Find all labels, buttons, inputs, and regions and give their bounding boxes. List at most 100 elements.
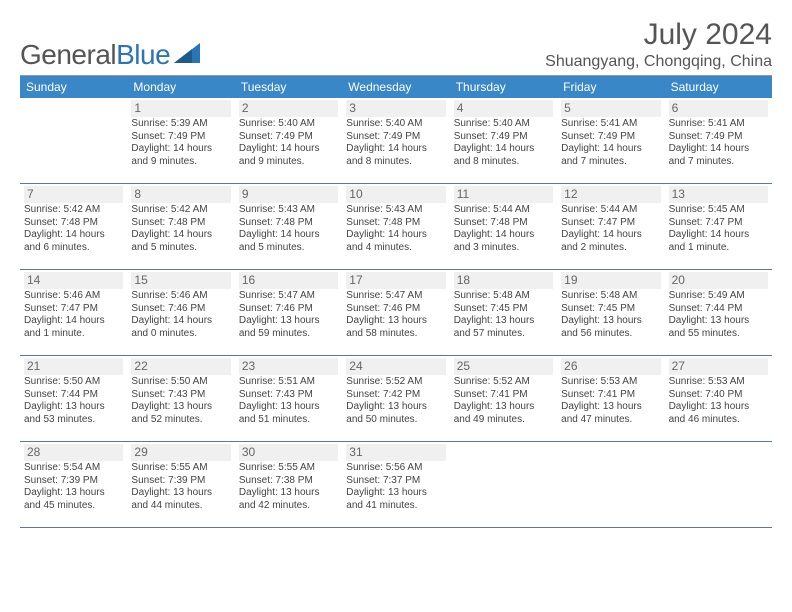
cell-sunrise: Sunrise: 5:42 AM <box>24 204 123 217</box>
calendar-cell: 19Sunrise: 5:48 AMSunset: 7:45 PMDayligh… <box>557 270 664 356</box>
cell-day2: and 53 minutes. <box>24 414 123 427</box>
date-number: 12 <box>561 186 660 203</box>
calendar-cell: 22Sunrise: 5:50 AMSunset: 7:43 PMDayligh… <box>127 356 234 442</box>
day-header: Sunday <box>20 76 127 98</box>
cell-sunset: Sunset: 7:49 PM <box>561 131 660 144</box>
cell-day1: Daylight: 13 hours <box>131 401 230 414</box>
cell-day1: Daylight: 14 hours <box>239 229 338 242</box>
date-number: 13 <box>669 186 768 203</box>
cell-day2: and 5 minutes. <box>131 242 230 255</box>
date-number: 16 <box>239 272 338 289</box>
cell-day1: Daylight: 13 hours <box>346 401 445 414</box>
cell-sunset: Sunset: 7:49 PM <box>239 131 338 144</box>
date-number: 11 <box>454 186 553 203</box>
cell-sunset: Sunset: 7:48 PM <box>131 217 230 230</box>
cell-sunset: Sunset: 7:41 PM <box>454 389 553 402</box>
cell-sunset: Sunset: 7:49 PM <box>131 131 230 144</box>
cell-day1: Daylight: 13 hours <box>454 401 553 414</box>
cell-day2: and 7 minutes. <box>669 156 768 169</box>
cell-sunrise: Sunrise: 5:54 AM <box>24 462 123 475</box>
cell-day2: and 2 minutes. <box>561 242 660 255</box>
logo: GeneralBlue <box>20 39 200 71</box>
calendar-cell: 18Sunrise: 5:48 AMSunset: 7:45 PMDayligh… <box>450 270 557 356</box>
date-number: 18 <box>454 272 553 289</box>
calendar-cell: 4Sunrise: 5:40 AMSunset: 7:49 PMDaylight… <box>450 98 557 184</box>
cell-sunset: Sunset: 7:45 PM <box>454 303 553 316</box>
date-number: 14 <box>24 272 123 289</box>
cell-sunset: Sunset: 7:44 PM <box>669 303 768 316</box>
cell-sunset: Sunset: 7:40 PM <box>669 389 768 402</box>
cell-day2: and 58 minutes. <box>346 328 445 341</box>
calendar-cell: 16Sunrise: 5:47 AMSunset: 7:46 PMDayligh… <box>235 270 342 356</box>
cell-sunrise: Sunrise: 5:41 AM <box>561 118 660 131</box>
calendar-cell: 5Sunrise: 5:41 AMSunset: 7:49 PMDaylight… <box>557 98 664 184</box>
cell-sunrise: Sunrise: 5:46 AM <box>131 290 230 303</box>
cell-sunrise: Sunrise: 5:55 AM <box>131 462 230 475</box>
cell-day1: Daylight: 14 hours <box>346 143 445 156</box>
cell-day1: Daylight: 13 hours <box>669 315 768 328</box>
cell-day1: Daylight: 13 hours <box>346 315 445 328</box>
cell-day1: Daylight: 13 hours <box>454 315 553 328</box>
calendar-cell: 28Sunrise: 5:54 AMSunset: 7:39 PMDayligh… <box>20 442 127 528</box>
cell-sunset: Sunset: 7:49 PM <box>346 131 445 144</box>
cell-day1: Daylight: 13 hours <box>131 487 230 500</box>
cell-sunset: Sunset: 7:44 PM <box>24 389 123 402</box>
date-number: 24 <box>346 358 445 375</box>
cell-sunset: Sunset: 7:46 PM <box>346 303 445 316</box>
calendar-empty-cell <box>557 442 664 528</box>
calendar-cell: 26Sunrise: 5:53 AMSunset: 7:41 PMDayligh… <box>557 356 664 442</box>
cell-day1: Daylight: 14 hours <box>561 229 660 242</box>
calendar-cell: 8Sunrise: 5:42 AMSunset: 7:48 PMDaylight… <box>127 184 234 270</box>
calendar-cell: 15Sunrise: 5:46 AMSunset: 7:46 PMDayligh… <box>127 270 234 356</box>
cell-day1: Daylight: 13 hours <box>239 401 338 414</box>
cell-day2: and 9 minutes. <box>131 156 230 169</box>
cell-day2: and 59 minutes. <box>239 328 338 341</box>
logo-text-blue: Blue <box>116 39 170 71</box>
cell-sunset: Sunset: 7:49 PM <box>669 131 768 144</box>
date-number: 8 <box>131 186 230 203</box>
cell-sunset: Sunset: 7:38 PM <box>239 475 338 488</box>
date-number: 1 <box>131 100 230 117</box>
cell-sunrise: Sunrise: 5:39 AM <box>131 118 230 131</box>
cell-sunrise: Sunrise: 5:47 AM <box>239 290 338 303</box>
cell-sunrise: Sunrise: 5:53 AM <box>561 376 660 389</box>
cell-day2: and 52 minutes. <box>131 414 230 427</box>
calendar-cell: 14Sunrise: 5:46 AMSunset: 7:47 PMDayligh… <box>20 270 127 356</box>
cell-day2: and 57 minutes. <box>454 328 553 341</box>
calendar-cell: 7Sunrise: 5:42 AMSunset: 7:48 PMDaylight… <box>20 184 127 270</box>
date-number: 5 <box>561 100 660 117</box>
cell-sunrise: Sunrise: 5:46 AM <box>24 290 123 303</box>
cell-day2: and 55 minutes. <box>669 328 768 341</box>
cell-sunset: Sunset: 7:43 PM <box>131 389 230 402</box>
calendar-cell: 6Sunrise: 5:41 AMSunset: 7:49 PMDaylight… <box>665 98 772 184</box>
cell-day1: Daylight: 13 hours <box>669 401 768 414</box>
date-number: 20 <box>669 272 768 289</box>
cell-sunrise: Sunrise: 5:40 AM <box>454 118 553 131</box>
date-number: 29 <box>131 444 230 461</box>
cell-day1: Daylight: 14 hours <box>24 315 123 328</box>
cell-sunset: Sunset: 7:42 PM <box>346 389 445 402</box>
date-number: 22 <box>131 358 230 375</box>
cell-day2: and 56 minutes. <box>561 328 660 341</box>
cell-day2: and 6 minutes. <box>24 242 123 255</box>
date-number: 30 <box>239 444 338 461</box>
day-header: Saturday <box>665 76 772 98</box>
calendar-cell: 27Sunrise: 5:53 AMSunset: 7:40 PMDayligh… <box>665 356 772 442</box>
month-title: July 2024 <box>545 18 772 51</box>
cell-day2: and 45 minutes. <box>24 500 123 513</box>
date-number: 7 <box>24 186 123 203</box>
cell-sunset: Sunset: 7:47 PM <box>669 217 768 230</box>
calendar-grid: SundayMondayTuesdayWednesdayThursdayFrid… <box>20 75 772 528</box>
cell-sunrise: Sunrise: 5:45 AM <box>669 204 768 217</box>
date-number: 17 <box>346 272 445 289</box>
cell-sunset: Sunset: 7:47 PM <box>24 303 123 316</box>
cell-day2: and 1 minute. <box>24 328 123 341</box>
day-header: Tuesday <box>235 76 342 98</box>
calendar-cell: 10Sunrise: 5:43 AMSunset: 7:48 PMDayligh… <box>342 184 449 270</box>
cell-sunrise: Sunrise: 5:56 AM <box>346 462 445 475</box>
cell-day1: Daylight: 14 hours <box>669 143 768 156</box>
cell-sunset: Sunset: 7:39 PM <box>131 475 230 488</box>
cell-day2: and 47 minutes. <box>561 414 660 427</box>
date-number: 4 <box>454 100 553 117</box>
calendar-cell: 24Sunrise: 5:52 AMSunset: 7:42 PMDayligh… <box>342 356 449 442</box>
